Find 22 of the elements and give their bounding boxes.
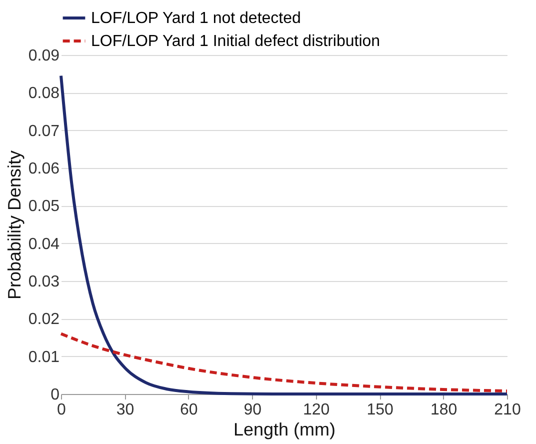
x-tick-label: 180 [430,402,458,418]
x-tick-label: 120 [303,402,330,418]
y-tick-label: 0.02 [28,311,60,328]
y-tick-label: 0.07 [28,122,60,140]
y-axis-title: Probability Density [4,150,24,300]
y-tick-label: 0.06 [28,160,60,178]
y-tick-label: 0 [50,386,60,404]
x-axis-title: Length (mm) [233,420,336,440]
y-tick-label: 0.04 [28,236,60,253]
x-tick-label: 90 [244,402,262,418]
line-series [60,332,508,392]
x-tick-label: 210 [494,402,521,418]
y-tick-label: 0.05 [28,198,60,216]
legend-label: LOF/LOP Yard 1 Initial defect distribution [91,33,380,50]
y-tick-label: 0.09 [28,48,60,64]
legend-label: LOF/LOP Yard 1 not detected [91,10,301,27]
x-tick-label: 30 [116,402,134,418]
y-tick-label: 0.08 [28,85,60,102]
x-tick-label: 150 [366,402,394,418]
x-tick-label: 60 [180,402,198,418]
y-tick-label: 0.03 [28,274,60,290]
y-tick-label: 0.01 [28,348,60,366]
